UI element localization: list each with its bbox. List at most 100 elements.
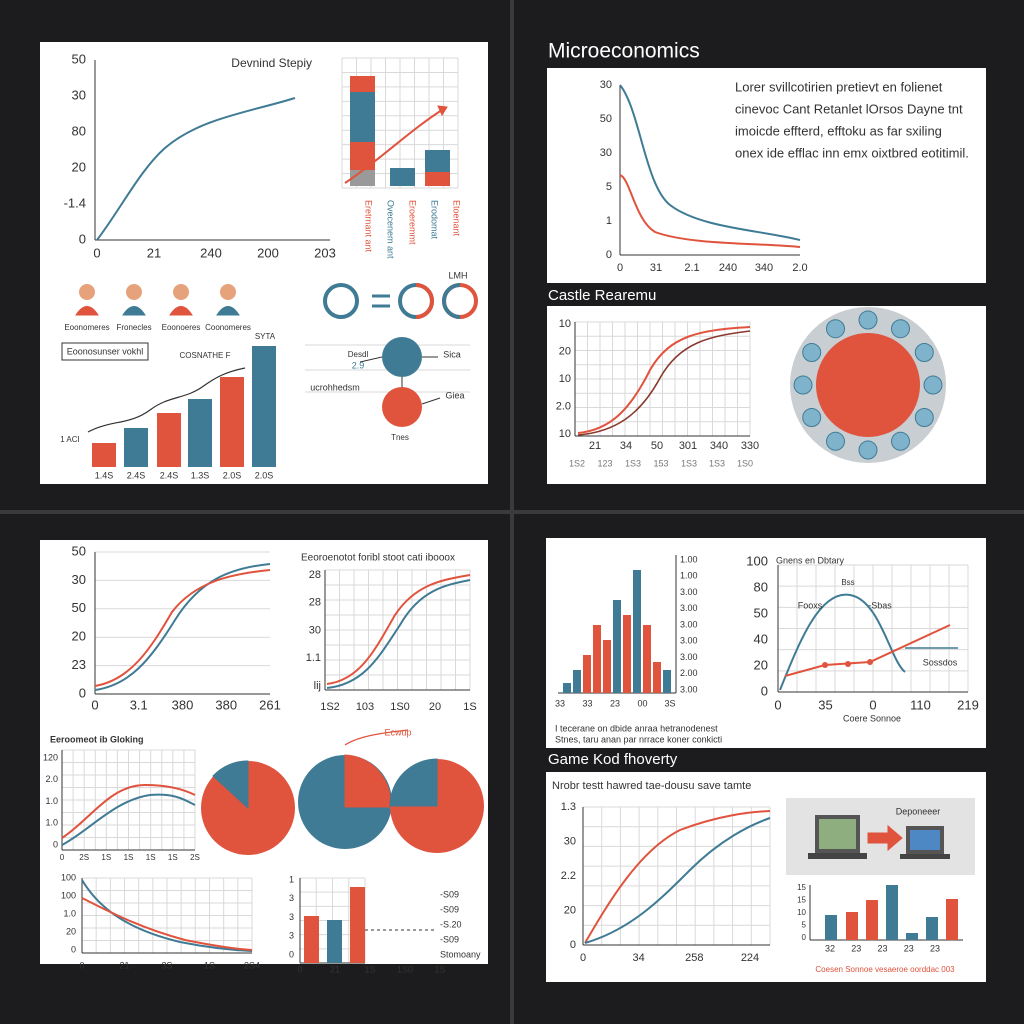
- curve: [94, 569, 271, 687]
- x-tick-label: 3.1: [130, 697, 148, 712]
- marker: [822, 662, 828, 668]
- y-tick-label: 30: [72, 572, 86, 587]
- bar: [583, 655, 591, 693]
- x-tick-label: 2S: [190, 853, 200, 862]
- bar: [825, 915, 837, 940]
- bar-label: Eretrnant ant: [364, 200, 374, 253]
- arrow: [344, 729, 409, 746]
- section-title: Game Kod fhoverty: [548, 751, 678, 768]
- x-tick-label: 0: [774, 697, 781, 712]
- x-tick-label: 0: [869, 697, 876, 712]
- y-tick-label: 3: [289, 912, 294, 922]
- label: ucrohhedsm: [310, 382, 360, 392]
- x-tick-label: 153: [653, 458, 668, 468]
- curve: [326, 579, 471, 689]
- x-tick-label: 33: [555, 698, 565, 708]
- y-tick-label: 1.0: [45, 796, 58, 806]
- label: Desdl: [348, 350, 369, 359]
- chart-title: Eeoroenotot foribl stoot cati ibooox: [301, 553, 455, 564]
- y-tick-label: 120: [43, 752, 58, 762]
- bar: [593, 625, 601, 693]
- bar: [563, 683, 571, 693]
- x-tick-label: 23: [877, 943, 887, 953]
- avatar-head: [79, 284, 95, 300]
- x-tick-label: 110: [910, 697, 931, 712]
- y-tick-label: 3.00: [680, 652, 698, 662]
- x-tick-label: 23: [610, 698, 620, 708]
- subtitle: Nrobr testt hawred tae-dousu save tamte: [552, 780, 751, 792]
- x-tick-label: 21: [589, 440, 601, 452]
- x-tick-label: 23: [851, 943, 861, 953]
- y-tick-label: 3: [289, 893, 294, 903]
- y-tick-label: 50: [72, 543, 86, 558]
- x-tick-label: 0: [91, 697, 98, 712]
- bar: [846, 912, 858, 940]
- x-tick-label: 1S2: [569, 458, 585, 468]
- x-tick-label: 2.0S: [223, 470, 242, 480]
- x-tick-label: 1S0: [397, 964, 413, 974]
- x-tick-label: 2S: [79, 853, 89, 862]
- x-tick-label: 1.3S: [191, 470, 210, 480]
- x-tick-label: 0: [93, 245, 100, 260]
- x-tick-label: 1S: [463, 701, 476, 713]
- x-tick-label: 219: [957, 697, 979, 712]
- avatar-body: [75, 306, 99, 316]
- x-tick-label: 380: [172, 697, 194, 712]
- x-tick-label: 1S: [168, 853, 178, 862]
- x-tick-label: 330: [741, 440, 759, 452]
- pie-slice: [212, 760, 249, 810]
- y-tick-label: lij: [314, 680, 321, 692]
- y-tick-label: 28: [309, 597, 321, 609]
- axis-title: Coere Sonnoe: [843, 713, 901, 723]
- x-tick-label: 34: [633, 952, 645, 964]
- label: 1 ACI: [60, 435, 80, 444]
- ring-node: [914, 408, 934, 427]
- y-tick-label: 30: [564, 835, 576, 847]
- bar: [613, 600, 621, 693]
- x-tick-label: 340: [755, 262, 773, 274]
- ring-core: [816, 333, 920, 437]
- y-tick-label: 15: [797, 883, 806, 892]
- caption: Stnes, taru anan par nrrace koner conkic…: [555, 734, 722, 744]
- y-tick-label: 2.0: [556, 400, 571, 412]
- bar: [573, 670, 581, 693]
- y-tick-label: 30: [600, 79, 612, 91]
- ring-node: [793, 375, 813, 395]
- right-label: -S09: [440, 904, 459, 914]
- y-tick-label: 10: [559, 373, 571, 385]
- bar: [643, 625, 651, 693]
- y-tick-label: 0: [79, 231, 86, 246]
- avatar-head: [220, 284, 236, 300]
- caption: Coesen Sonnoe vesaeroe oorddac 003: [815, 965, 955, 974]
- ring-node: [858, 310, 878, 330]
- ring-node: [923, 375, 943, 395]
- bar: [663, 670, 671, 693]
- bar: [252, 346, 276, 467]
- chart-title: Devnind Stepiy: [231, 56, 312, 70]
- x-tick-label: 301: [679, 440, 697, 452]
- label: Sica: [443, 349, 461, 359]
- bar: [653, 662, 661, 693]
- bar: [926, 917, 938, 940]
- y-tick-label: 2.0: [45, 774, 58, 784]
- y-tick-label: 0: [53, 839, 58, 849]
- label: -Sbas: [868, 600, 892, 610]
- y-tick-label: 20: [564, 904, 576, 916]
- box-label: Eoonosunser vokhl: [67, 346, 144, 356]
- x-tick-label: 340: [710, 440, 728, 452]
- x-tick-label: 0: [79, 960, 84, 970]
- x-tick-label: 1S2: [320, 701, 340, 713]
- bar: [157, 413, 181, 467]
- x-tick-label: 1.4S: [95, 470, 114, 480]
- marker: [845, 661, 851, 667]
- bar: [886, 885, 898, 940]
- curve: [94, 563, 271, 691]
- person-label: Coonomeres: [205, 323, 251, 332]
- ring-node: [826, 319, 845, 339]
- x-tick-label: 103: [356, 701, 374, 713]
- pie-slice: [389, 758, 438, 807]
- bar: [350, 76, 375, 92]
- bar: [906, 933, 918, 940]
- connector: [421, 397, 441, 405]
- x-tick-label: 1S0: [737, 458, 753, 468]
